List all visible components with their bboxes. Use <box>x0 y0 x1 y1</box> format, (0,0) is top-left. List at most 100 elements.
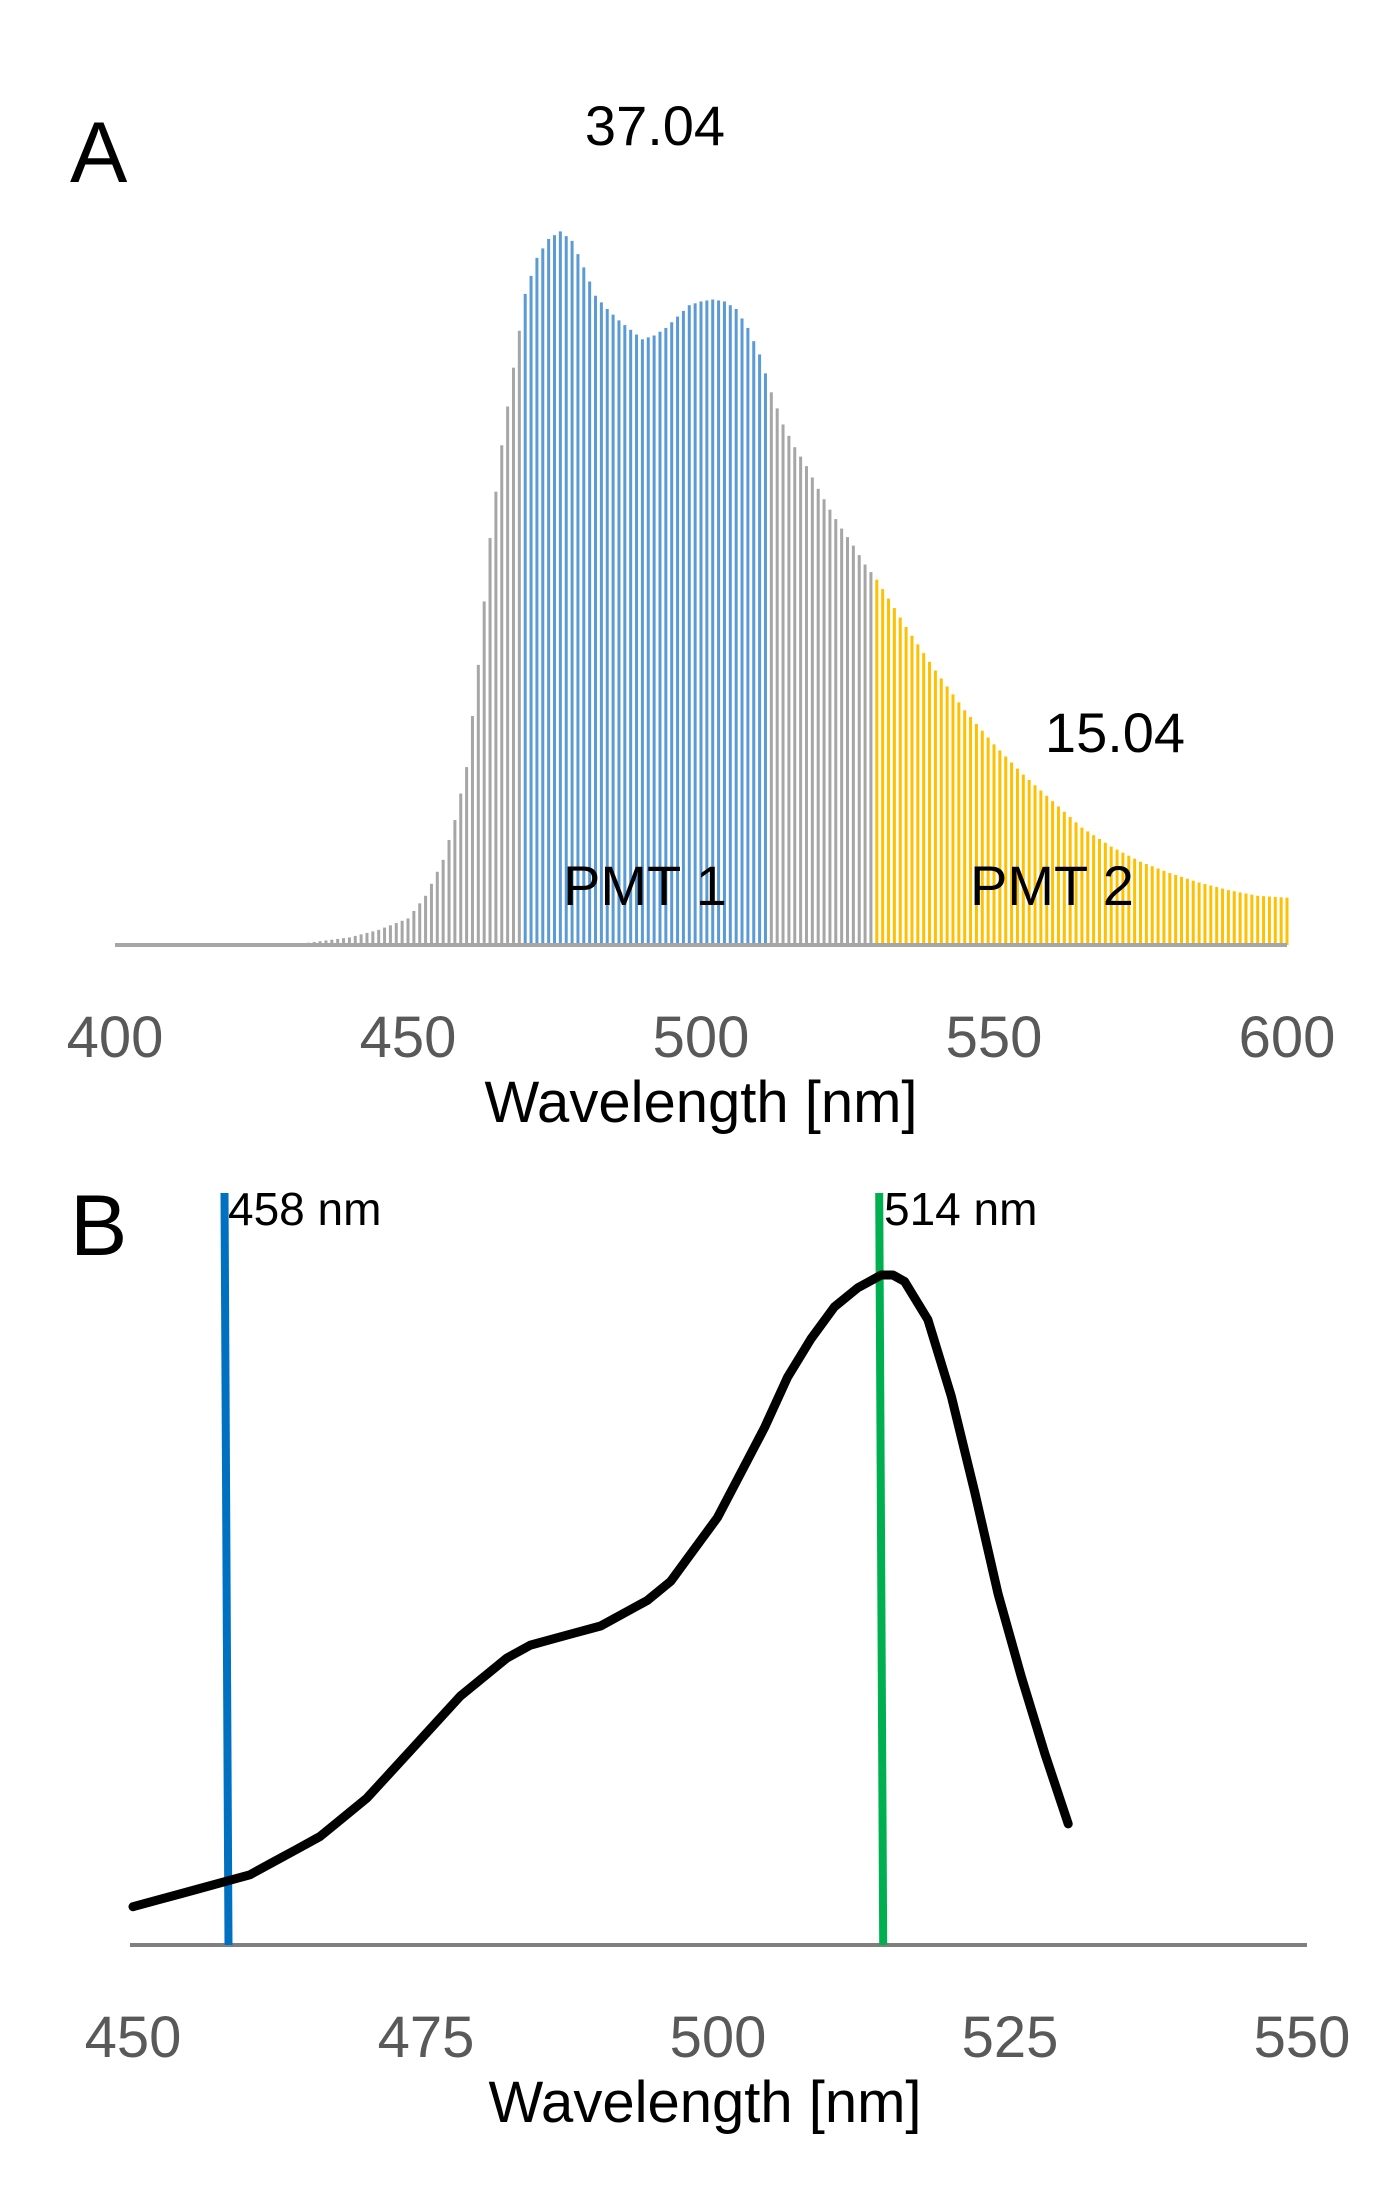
spectrum-bar <box>717 300 721 946</box>
spectrum-bar <box>324 940 328 945</box>
spectrum-bar <box>1215 887 1219 945</box>
spectrum-bar <box>1197 882 1201 945</box>
panel-b-tick-label: 500 <box>670 2005 767 2070</box>
panel-a-tick-label: 600 <box>1239 1005 1336 1070</box>
spectrum-bar <box>904 627 908 945</box>
spectrum-bar <box>1045 795 1049 945</box>
spectrum-bar <box>1273 896 1277 945</box>
spectrum-bar <box>494 491 498 945</box>
spectrum-bar <box>388 925 392 945</box>
spectrum-bar <box>1051 801 1055 945</box>
spectrum-bar <box>1262 896 1266 945</box>
spectrum-bar <box>1015 768 1019 945</box>
spectrum-bar <box>1144 863 1148 945</box>
spectrum-bar <box>1267 896 1271 945</box>
spectrum-bar <box>1162 870 1166 945</box>
spectrum-bar <box>330 939 334 945</box>
spectrum-bar <box>623 325 627 946</box>
spectrum-bar <box>980 730 984 945</box>
panel-b-tick-label: 525 <box>962 2005 1059 2070</box>
spectrum-bar <box>711 299 715 945</box>
spectrum-bar <box>846 537 849 945</box>
panel-a-x-axis-title: Wavelength [nm] <box>484 1070 917 1135</box>
vline-458-label: 458 nm <box>228 1183 381 1235</box>
panel-a-bars <box>295 231 1289 946</box>
spectrum-bar <box>617 320 621 945</box>
spectrum-bar <box>928 661 932 945</box>
panel-b-lines <box>220 1192 888 1946</box>
spectrum-bar <box>1226 890 1230 945</box>
spectrum-bar <box>752 341 756 945</box>
spectrum-bar <box>646 337 650 945</box>
pmt2-value-label: 15.04 <box>1045 701 1185 764</box>
spectrum-bar <box>1086 831 1090 945</box>
spectrum-bar <box>635 334 639 945</box>
spectrum-bar <box>705 300 709 946</box>
spectrum-bar <box>746 327 750 945</box>
spectrum-bar <box>834 519 838 945</box>
spectrum-bar <box>383 927 387 945</box>
spectrum-bar <box>1256 895 1260 945</box>
spectrum-bar <box>793 447 797 945</box>
spectrum-bar <box>347 937 351 945</box>
spectrum-bar <box>599 302 603 946</box>
spectrum-bar <box>547 238 551 945</box>
spectrum-bar <box>447 839 451 945</box>
spectrum-bar <box>939 678 943 945</box>
spectrum-bar <box>910 635 914 945</box>
spectrum-bar <box>605 309 609 945</box>
spectrum-bar <box>1180 876 1184 945</box>
spectrum-bar <box>828 509 832 945</box>
spectrum-bar <box>1244 893 1248 945</box>
vline-514-label: 514 nm <box>884 1183 1037 1235</box>
spectrum-bar <box>974 723 978 945</box>
spectrum-bar <box>969 717 973 945</box>
spectrum-bar <box>728 305 732 946</box>
spectrum-bar <box>1056 806 1060 945</box>
panel-b-x-axis-title: Wavelength [nm] <box>488 2070 921 2135</box>
spectrum-bar <box>1238 892 1242 945</box>
spectrum-bar <box>998 750 1002 945</box>
spectrum-bar <box>664 327 668 945</box>
spectrum-bar <box>476 664 480 945</box>
spectrum-bar <box>822 499 826 945</box>
spectrum-bar <box>1168 873 1172 945</box>
spectrum-bar <box>763 373 767 945</box>
spectrum-bar <box>535 257 539 945</box>
spectrum-bar <box>611 314 615 945</box>
spectrum-bar <box>365 932 369 945</box>
spectrum-bar <box>951 694 955 945</box>
spectrum-bar <box>359 934 363 945</box>
spectrum-bar <box>500 445 504 945</box>
spectrum-bar <box>799 456 803 945</box>
spectrum-bar <box>377 929 381 945</box>
spectrum-bar <box>470 715 474 945</box>
spectrum-bar <box>1097 839 1101 945</box>
spectrum-bar <box>640 339 644 945</box>
spectrum-bar <box>336 938 340 945</box>
spectrum-bar <box>1080 827 1084 945</box>
spectrum-bar <box>869 572 873 945</box>
spectrum-bar <box>371 931 375 945</box>
spectrum-bar <box>511 367 515 945</box>
spectrum-bar <box>769 392 773 945</box>
spectrum-bar <box>840 528 844 945</box>
spectrum-bar <box>1021 774 1025 945</box>
spectrum-bar <box>687 305 691 946</box>
spectrum-bar <box>459 793 463 945</box>
spectrum-bar <box>582 267 586 945</box>
spectrum-bar <box>465 767 469 945</box>
spectrum-bar <box>945 686 949 945</box>
spectrum-bar <box>1250 894 1254 945</box>
spectrum-bar <box>658 331 662 946</box>
spectrum-bar <box>1004 756 1008 945</box>
panel-b: B 450 475 500 525 550 Wavelength [nm] 45… <box>70 1178 1350 2135</box>
spectrum-bar <box>734 309 738 945</box>
vline-514 <box>875 1192 888 1946</box>
panel-b-tick-labels: 450 475 500 525 550 <box>85 2005 1351 2070</box>
panel-a: A 400 450 500 550 600 Wavelength [nm] 37… <box>67 94 1336 1135</box>
spectrum-bar <box>881 589 885 945</box>
spectrum-bar <box>353 935 357 945</box>
spectrum-bar <box>1103 842 1107 945</box>
